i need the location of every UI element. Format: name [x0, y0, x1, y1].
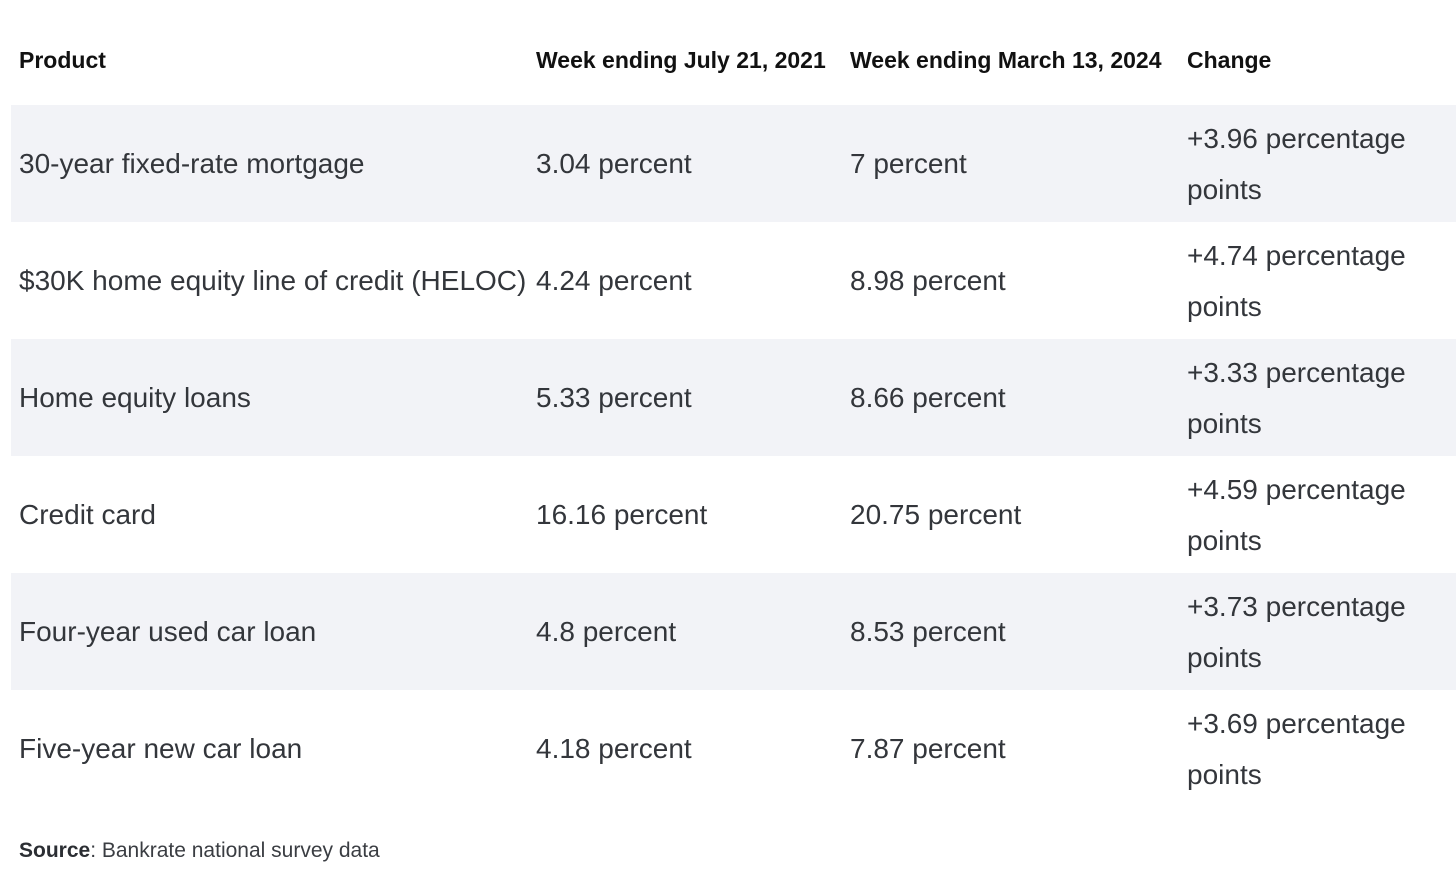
table-row: Credit card 16.16 percent 20.75 percent … — [11, 456, 1456, 573]
header-product: Product — [19, 46, 106, 73]
table-row: 30-year fixed-rate mortgage 3.04 percent… — [11, 105, 1456, 222]
cell-rate-2021: 4.18 percent — [536, 733, 692, 764]
cell-rate-2021: 5.33 percent — [528, 339, 842, 456]
rates-comparison-table: Product Week ending July 21, 2021 Week e… — [11, 18, 1456, 807]
cell-rate-2021: 16.16 percent — [536, 499, 708, 530]
header-week-2024: Week ending March 13, 2024 — [850, 46, 1162, 73]
cell-product: Credit card — [19, 499, 156, 530]
source-label: Source — [19, 839, 91, 862]
table-header: Product Week ending July 21, 2021 Week e… — [11, 18, 1456, 105]
cell-product: Home equity loans — [11, 339, 528, 456]
cell-change: +3.73 percentage points — [1179, 573, 1456, 690]
cell-rate-2024: 8.98 percent — [850, 265, 1006, 296]
cell-product: Five-year new car loan — [19, 733, 303, 764]
cell-product: Four-year used car loan — [11, 573, 528, 690]
cell-change: +3.96 percentage points — [1179, 105, 1456, 222]
source-note: Source: Bankrate national survey data — [19, 836, 380, 866]
header-week-2021: Week ending July 21, 2021 — [536, 46, 826, 73]
source-text: : Bankrate national survey data — [90, 839, 380, 862]
cell-rate-2021: 3.04 percent — [528, 105, 842, 222]
cell-rate-2024: 7 percent — [842, 105, 1179, 222]
cell-rate-2024: 7.87 percent — [850, 733, 1006, 764]
cell-rate-2021: 4.8 percent — [528, 573, 842, 690]
cell-rate-2024: 8.53 percent — [842, 573, 1179, 690]
cell-change: +3.33 percentage points — [1179, 339, 1456, 456]
table-row: Home equity loans 5.33 percent 8.66 perc… — [11, 339, 1456, 456]
table-body: 30-year fixed-rate mortgage 3.04 percent… — [11, 105, 1456, 807]
cell-product: $30K home equity line of credit (HELOC) — [19, 265, 527, 296]
cell-change: +4.59 percentage points — [1187, 473, 1406, 556]
header-change: Change — [1187, 46, 1272, 73]
cell-change: +3.69 percentage points — [1187, 707, 1406, 790]
cell-product: 30-year fixed-rate mortgage — [11, 105, 528, 222]
cell-rate-2021: 4.24 percent — [536, 265, 692, 296]
cell-rate-2024: 8.66 percent — [842, 339, 1179, 456]
cell-rate-2024: 20.75 percent — [850, 499, 1022, 530]
table-row: $30K home equity line of credit (HELOC) … — [11, 222, 1456, 339]
table-row: Four-year used car loan 4.8 percent 8.53… — [11, 573, 1456, 690]
table-row: Five-year new car loan 4.18 percent 7.87… — [11, 690, 1456, 807]
header-row: Product Week ending July 21, 2021 Week e… — [11, 18, 1456, 105]
cell-change: +4.74 percentage points — [1187, 239, 1406, 322]
